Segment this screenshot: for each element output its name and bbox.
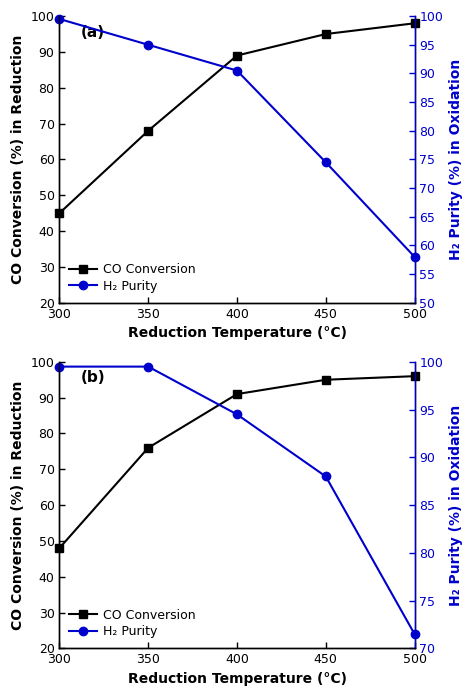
X-axis label: Reduction Temperature (°C): Reduction Temperature (°C)	[128, 672, 346, 686]
CO Conversion	[146, 127, 151, 135]
Legend: CO Conversion, H₂ Purity: CO Conversion, H₂ Purity	[66, 259, 200, 296]
H₂ Purity	[234, 411, 240, 419]
Line: CO Conversion: CO Conversion	[55, 19, 419, 217]
CO Conversion	[412, 19, 418, 27]
CO Conversion	[234, 390, 240, 398]
CO Conversion	[234, 52, 240, 60]
H₂ Purity	[146, 40, 151, 49]
Y-axis label: H₂ Purity (%) in Oxidation: H₂ Purity (%) in Oxidation	[449, 404, 463, 606]
Line: H₂ Purity: H₂ Purity	[55, 15, 419, 261]
H₂ Purity	[56, 15, 62, 23]
Text: (b): (b)	[81, 370, 105, 385]
H₂ Purity	[412, 253, 418, 261]
H₂ Purity	[412, 630, 418, 638]
CO Conversion	[56, 209, 62, 217]
H₂ Purity	[56, 362, 62, 371]
Text: (a): (a)	[81, 24, 105, 40]
CO Conversion	[146, 444, 151, 452]
CO Conversion	[323, 30, 328, 38]
CO Conversion	[412, 372, 418, 381]
Line: H₂ Purity: H₂ Purity	[55, 362, 419, 638]
Y-axis label: H₂ Purity (%) in Oxidation: H₂ Purity (%) in Oxidation	[449, 59, 463, 260]
H₂ Purity	[146, 362, 151, 371]
Y-axis label: CO Conversion (%) in Reduction: CO Conversion (%) in Reduction	[11, 35, 25, 284]
Legend: CO Conversion, H₂ Purity: CO Conversion, H₂ Purity	[66, 605, 200, 642]
Y-axis label: CO Conversion (%) in Reduction: CO Conversion (%) in Reduction	[11, 381, 25, 630]
CO Conversion	[323, 376, 328, 384]
H₂ Purity	[234, 66, 240, 75]
X-axis label: Reduction Temperature (°C): Reduction Temperature (°C)	[128, 326, 346, 340]
H₂ Purity	[323, 473, 328, 481]
Line: CO Conversion: CO Conversion	[55, 372, 419, 552]
CO Conversion	[56, 544, 62, 552]
H₂ Purity	[323, 158, 328, 167]
